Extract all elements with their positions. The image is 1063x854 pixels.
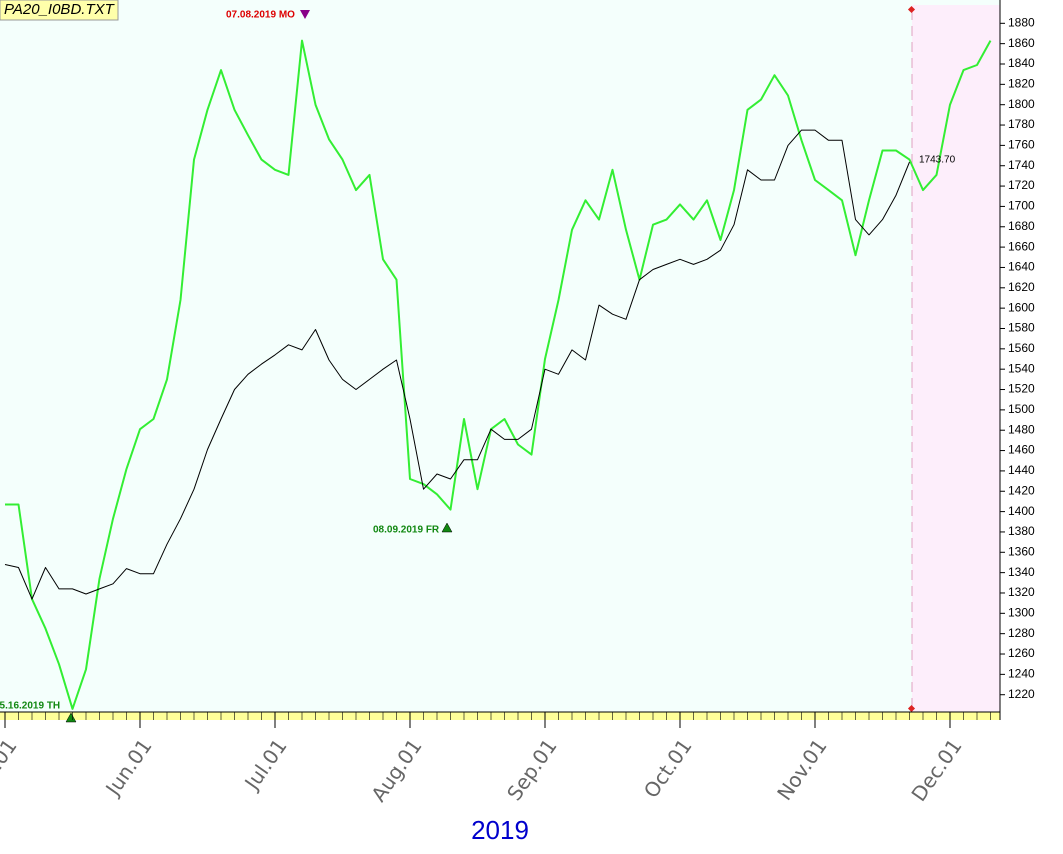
x-tick-label: Aug.01	[366, 734, 426, 806]
y-tick-label: 1720	[1008, 178, 1035, 192]
y-tick-label: 1860	[1008, 36, 1035, 50]
x-tick-label: Nov.01	[772, 734, 831, 805]
y-tick-label: 1800	[1008, 97, 1035, 111]
y-tick-label: 1540	[1008, 361, 1035, 375]
y-tick-label: 1880	[1008, 15, 1035, 29]
divider-marker	[907, 5, 916, 14]
y-tick-label: 1320	[1008, 585, 1035, 599]
future-region	[912, 5, 1000, 712]
y-tick-label: 1700	[1008, 199, 1035, 213]
series-line	[5, 39, 992, 710]
x-tick-label: Oct.01	[639, 734, 697, 802]
trough-arrow	[65, 712, 77, 723]
y-tick-label: 1620	[1008, 280, 1035, 294]
y-tick-label: 1560	[1008, 341, 1035, 355]
annotation: 08.09.2019 FR	[373, 525, 440, 536]
y-tick-label: 1680	[1008, 219, 1035, 233]
title-box	[0, 0, 119, 21]
divider-marker	[907, 704, 916, 713]
y-tick-label: 1500	[1008, 402, 1035, 416]
y-tick-label: 1380	[1008, 524, 1035, 538]
y-tick-label: 1400	[1008, 504, 1035, 518]
y-tick-label: 1640	[1008, 260, 1035, 274]
y-tick-label: 1600	[1008, 300, 1035, 314]
y-tick-label: 1660	[1008, 239, 1035, 253]
x-axis-title: 2019	[471, 815, 529, 845]
annotation: 05.16.2019 TH	[0, 701, 60, 712]
y-tick-label: 1300	[1008, 605, 1035, 619]
x-tick-label: Dec.01	[906, 734, 966, 806]
marks	[4, 39, 992, 710]
annotation: 07.08.2019 MO	[226, 10, 295, 21]
y-tick-label: 1480	[1008, 422, 1035, 436]
y-tick-label: 1760	[1008, 138, 1035, 152]
y-tick-label: 1340	[1008, 565, 1035, 579]
series-line	[4, 129, 910, 600]
chart-title: PA20_I0BD.TXT	[4, 1, 116, 18]
y-tick-label: 1780	[1008, 117, 1035, 131]
x-tick-label: Jul.01	[239, 734, 292, 795]
plot-area	[0, 0, 1000, 712]
trough-arrow	[441, 522, 453, 533]
x-tick-label: May.01	[0, 734, 22, 805]
y-tick-label: 1220	[1008, 687, 1035, 701]
peak-arrow	[300, 10, 310, 19]
y-tick-label: 1460	[1008, 443, 1035, 457]
date-strip	[0, 712, 1000, 720]
y-tick-label: 1280	[1008, 626, 1035, 640]
x-tick-label: Jun.01	[100, 734, 157, 801]
x-tick-label: Sep.01	[502, 734, 562, 805]
y-tick-label: 1840	[1008, 56, 1035, 70]
y-tick-label: 1740	[1008, 158, 1035, 172]
y-tick-label: 1420	[1008, 483, 1035, 497]
y-tick-label: 1360	[1008, 544, 1035, 558]
y-tick-label: 1240	[1008, 667, 1035, 681]
y-tick-label: 1520	[1008, 382, 1035, 396]
y-tick-label: 1820	[1008, 77, 1035, 91]
y-tick-label: 1440	[1008, 463, 1035, 477]
y-tick-label: 1260	[1008, 646, 1035, 660]
y-tick-label: 1580	[1008, 321, 1035, 335]
last-value-label: 1743.70	[919, 155, 956, 166]
